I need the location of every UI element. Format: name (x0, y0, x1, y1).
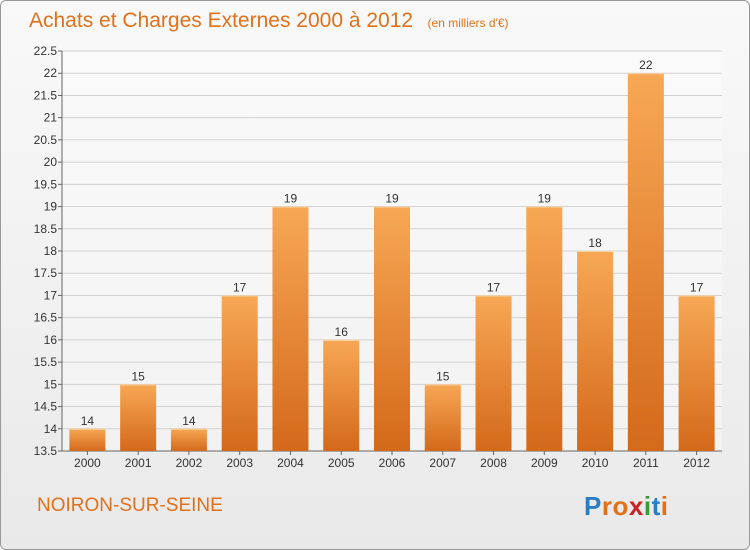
y-tick-label: 14 (44, 422, 58, 436)
bar (374, 206, 410, 451)
y-tick-label: 19 (44, 200, 58, 214)
data-label: 19 (284, 192, 298, 206)
data-label: 15 (131, 369, 145, 383)
y-tick-label: 22 (44, 66, 58, 80)
y-tick-label: 18.5 (34, 222, 58, 236)
logo-letter: i (643, 491, 652, 521)
y-tick-label: 13.5 (34, 444, 58, 458)
x-tick-label: 2004 (277, 456, 304, 470)
logo-letter: r (601, 491, 613, 521)
y-tick-label: 21.5 (34, 88, 58, 102)
y-tick-label: 16 (44, 333, 58, 347)
x-tick-label: 2000 (74, 456, 101, 470)
y-tick-label: 19.5 (34, 177, 58, 191)
x-tick-label: 2001 (125, 456, 152, 470)
proxiti-logo: Proxiti (584, 491, 668, 522)
bar (627, 73, 664, 451)
x-tick-label: 2003 (226, 456, 253, 470)
logo-letter: x (628, 491, 644, 521)
bar (221, 295, 258, 451)
bar (678, 295, 715, 451)
x-tick-label: 2006 (379, 456, 406, 470)
y-tick-label: 15 (44, 377, 58, 391)
x-tick-label: 2012 (683, 456, 710, 470)
data-label: 14 (81, 414, 95, 428)
y-tick-label: 16.5 (34, 311, 58, 325)
y-tick-label: 15.5 (34, 355, 58, 369)
chart-header: Achats et Charges Externes 2000 à 2012 (… (29, 9, 509, 33)
data-label: 22 (639, 58, 653, 72)
data-label: 19 (385, 192, 399, 206)
bar (323, 339, 360, 451)
data-label: 19 (538, 192, 552, 206)
y-tick-label: 18 (44, 244, 58, 258)
x-tick-label: 2005 (328, 456, 355, 470)
logo-letter: P (584, 491, 602, 521)
bar (272, 206, 309, 451)
bar (424, 384, 461, 451)
chart-title: Achats et Charges Externes 2000 à 2012 (29, 9, 414, 32)
bar (69, 428, 106, 451)
x-tick-label: 2009 (531, 456, 558, 470)
y-tick-label: 17.5 (34, 266, 58, 280)
x-tick-label: 2011 (633, 456, 659, 470)
y-tick-label: 17 (44, 288, 58, 302)
bar (475, 295, 512, 451)
y-tick-label: 14.5 (34, 400, 58, 414)
y-tick-label: 22.5 (34, 44, 58, 58)
bar (577, 251, 614, 451)
y-tick-label: 20.5 (34, 133, 58, 147)
town-name: NOIRON-SUR-SEINE (37, 495, 223, 516)
logo-letter: t (651, 491, 661, 521)
bar (170, 428, 207, 451)
x-tick-label: 2002 (176, 456, 203, 470)
x-tick-label: 2008 (480, 456, 507, 470)
data-label: 14 (182, 414, 196, 428)
x-tick-label: 2010 (582, 456, 609, 470)
data-label: 17 (233, 280, 247, 294)
data-label: 18 (588, 236, 602, 250)
y-tick-label: 21 (44, 111, 58, 125)
bar (120, 384, 157, 451)
data-label: 16 (335, 325, 349, 339)
data-label: 17 (487, 280, 501, 294)
bar (526, 206, 563, 451)
data-label: 15 (436, 369, 450, 383)
x-tick-label: 2007 (429, 456, 456, 470)
logo-letter: o (612, 491, 629, 521)
y-tick-label: 20 (44, 155, 58, 169)
chart-unit: (en milliers d'€) (427, 16, 509, 30)
logo-letter: i (660, 491, 669, 521)
data-label: 17 (690, 280, 704, 294)
